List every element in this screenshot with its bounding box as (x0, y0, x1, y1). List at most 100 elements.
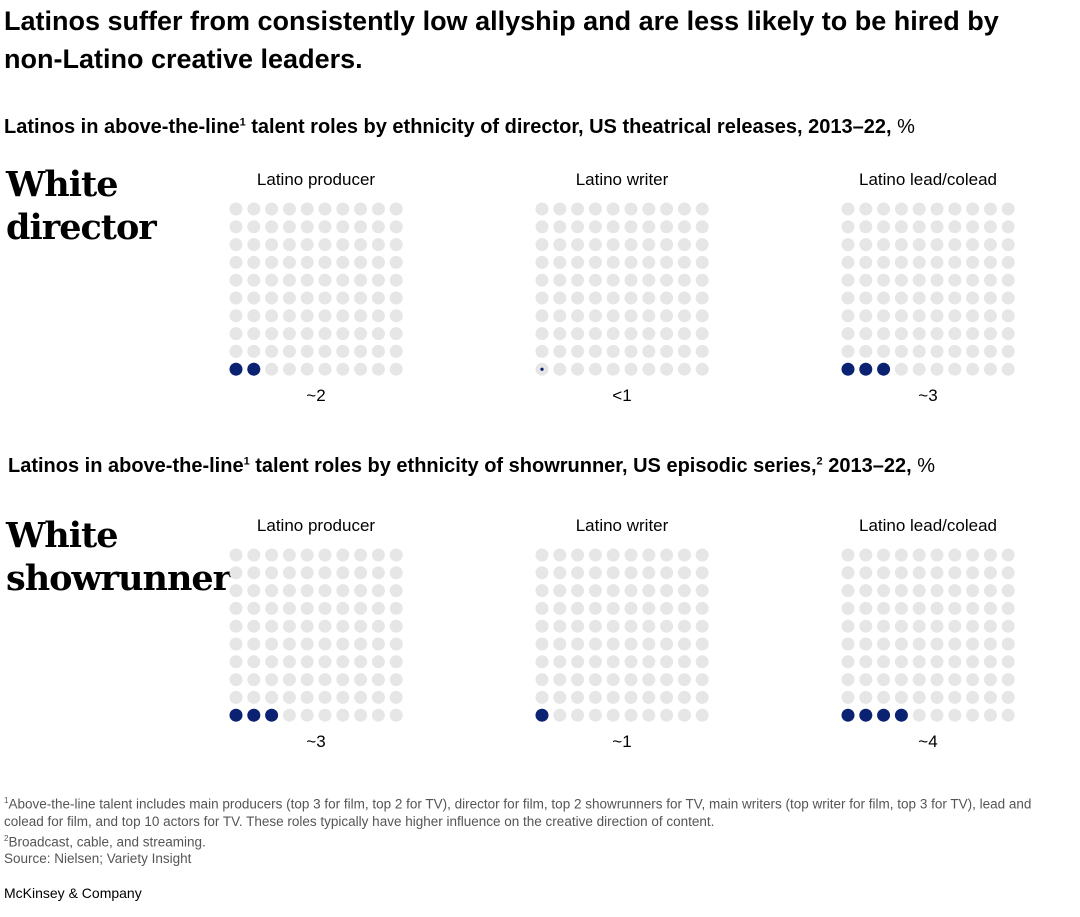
waffle-dot (1001, 238, 1015, 252)
waffle-dot (389, 619, 403, 633)
waffle-dot (912, 619, 926, 633)
waffle-dot (588, 655, 602, 669)
waffle-dot (606, 327, 620, 341)
waffle-dot (912, 291, 926, 305)
waffle-dot (841, 309, 855, 323)
waffle-dot (624, 619, 638, 633)
waffle-dot (336, 273, 350, 287)
waffle-dot (282, 255, 296, 269)
brand-logo: McKinsey & Company (4, 885, 142, 901)
waffle-dot (677, 584, 691, 598)
waffle-dot (606, 220, 620, 234)
waffle-dot-filled (247, 708, 261, 722)
waffle-dot (859, 637, 873, 651)
waffle-dot (660, 362, 674, 376)
waffle-dot (247, 655, 261, 669)
waffle-dot (282, 344, 296, 358)
waffle-dot (371, 619, 385, 633)
waffle-dot (948, 690, 962, 704)
value-label: <1 (612, 386, 632, 405)
waffle-dot (318, 584, 332, 598)
waffle-dot (553, 238, 567, 252)
waffle-dot (300, 327, 314, 341)
waffle-dot-filled (841, 708, 855, 722)
waffle-dot (354, 566, 368, 580)
waffle-dot (983, 309, 997, 323)
waffle-dot (930, 309, 944, 323)
waffle-dot (894, 655, 908, 669)
waffle-dot (229, 601, 243, 615)
waffle-dot (371, 690, 385, 704)
waffle-dot (282, 220, 296, 234)
waffle-dot (229, 673, 243, 687)
waffle-dot (966, 344, 980, 358)
waffle-dot (859, 655, 873, 669)
waffle-dot (282, 690, 296, 704)
waffle-dot (894, 637, 908, 651)
waffle-dot (948, 220, 962, 234)
waffle-dot (894, 291, 908, 305)
waffle-dot (282, 566, 296, 580)
waffle-dot (336, 309, 350, 323)
source: Source: Nielsen; Variety Insight (4, 851, 192, 866)
waffle-dot (371, 220, 385, 234)
waffle-dot (983, 273, 997, 287)
waffle-dot (948, 362, 962, 376)
waffle-dot (389, 220, 403, 234)
waffle-dot (983, 566, 997, 580)
waffle-dot (318, 309, 332, 323)
waffle-dot (877, 584, 891, 598)
waffle-dot (1001, 362, 1015, 376)
waffle-dot (877, 309, 891, 323)
waffle-dot (265, 238, 279, 252)
waffle-dot (336, 637, 350, 651)
waffle-dot (389, 273, 403, 287)
waffle-dot (983, 584, 997, 598)
chart-title: Latinos suffer from consistently low all… (4, 6, 999, 74)
waffle-dot (930, 344, 944, 358)
waffle-dot (624, 220, 638, 234)
waffle-dot (535, 255, 549, 269)
waffle-dot (389, 566, 403, 580)
waffle-dot (553, 673, 567, 687)
waffle-dot (354, 327, 368, 341)
waffle-dot (877, 655, 891, 669)
waffle-dot (300, 309, 314, 323)
waffle-dot (930, 273, 944, 287)
waffle-dot (553, 619, 567, 633)
waffle-dot (966, 601, 980, 615)
waffle-dot (300, 708, 314, 722)
waffle-dot (930, 255, 944, 269)
waffle-dot (677, 291, 691, 305)
waffle-dot (336, 601, 350, 615)
waffle-dot (966, 619, 980, 633)
waffle-dot (660, 637, 674, 651)
waffle-dot (265, 673, 279, 687)
waffle-dot (859, 238, 873, 252)
waffle-dot (660, 619, 674, 633)
waffle-dot (677, 655, 691, 669)
waffle-dot (588, 637, 602, 651)
waffle-dot (265, 566, 279, 580)
waffle-dot (966, 362, 980, 376)
waffle-dot (930, 673, 944, 687)
waffle-dot (371, 327, 385, 341)
waffle-dot (642, 220, 656, 234)
waffle-dot (354, 220, 368, 234)
waffle-dot (318, 273, 332, 287)
waffle-dot (695, 291, 709, 305)
waffle-dot (265, 202, 279, 216)
waffle-dot (265, 548, 279, 562)
waffle-dot (642, 309, 656, 323)
waffle-dot (677, 673, 691, 687)
waffle-dot (642, 344, 656, 358)
waffle-dot (1001, 601, 1015, 615)
waffle-dot (371, 673, 385, 687)
waffle-dot (948, 619, 962, 633)
waffle-dot (677, 273, 691, 287)
waffle-dot (389, 637, 403, 651)
waffle-dot (265, 327, 279, 341)
waffle-dot (282, 202, 296, 216)
waffle-dot (318, 291, 332, 305)
waffle-dot (265, 655, 279, 669)
